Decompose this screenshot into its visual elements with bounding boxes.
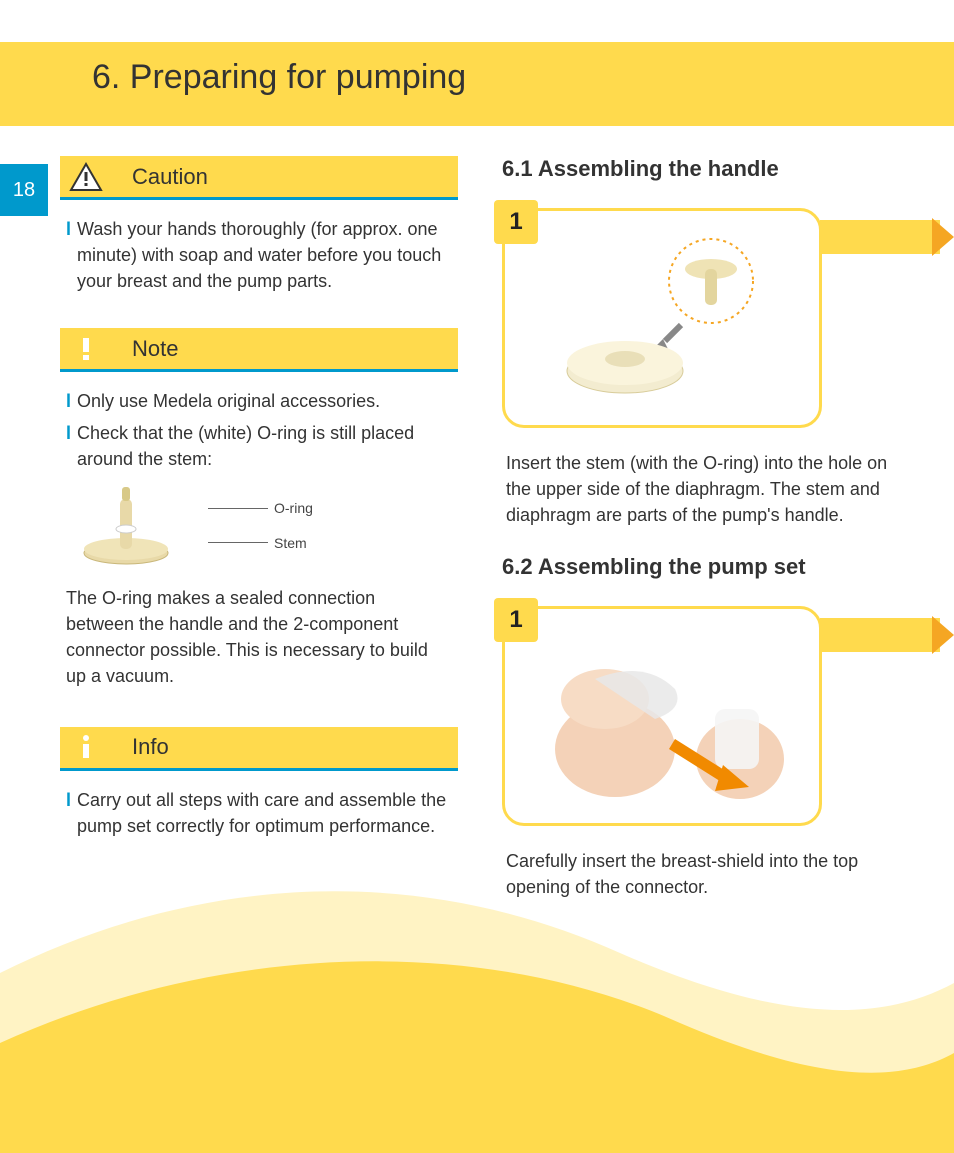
info-title: Info <box>132 734 169 760</box>
step-box-6-2 <box>502 606 822 826</box>
step-number-badge: 1 <box>494 200 538 244</box>
diaphragm-stem-illustration <box>505 211 822 428</box>
note-after-diagram: The O-ring makes a sealed connection bet… <box>66 585 448 689</box>
bullet-icon: l <box>66 388 71 414</box>
note-text-1: Only use Medela original accessories. <box>77 388 380 414</box>
step-number-badge: 1 <box>494 598 538 642</box>
note-header: Note <box>60 328 458 372</box>
left-column: Caution l Wash your hands thoroughly (fo… <box>60 156 458 926</box>
info-text: Carry out all steps with care and assemb… <box>77 787 448 839</box>
step-box-6-1 <box>502 208 822 428</box>
stem-illustration <box>78 481 188 571</box>
info-icon <box>68 729 104 765</box>
bullet-icon: l <box>66 216 71 294</box>
continue-arrow-icon <box>932 616 954 654</box>
caution-text: Wash your hands thoroughly (for approx. … <box>77 216 448 294</box>
heading-6-1: 6.1 Assembling the handle <box>502 156 900 182</box>
note-text-2: Check that the (white) O-ring is still p… <box>77 420 448 472</box>
page-title: 6. Preparing for pumping <box>92 58 466 97</box>
note-title: Note <box>132 336 178 362</box>
page-number-badge: 18 <box>0 164 48 216</box>
caution-body: l Wash your hands thoroughly (for approx… <box>60 212 458 328</box>
info-body: l Carry out all steps with care and asse… <box>60 783 458 873</box>
info-header: Info <box>60 727 458 771</box>
continue-arrow-band <box>820 618 940 652</box>
right-column: 6.1 Assembling the handle 1 Insert <box>502 156 900 926</box>
stem-diagram: O-ring Stem <box>78 481 448 571</box>
warning-icon <box>68 159 104 195</box>
content-columns: Caution l Wash your hands thoroughly (fo… <box>60 156 900 926</box>
continue-arrow-icon <box>932 218 954 256</box>
continue-arrow-band <box>820 220 940 254</box>
label-stem: Stem <box>274 533 307 553</box>
step-figure-6-1: 1 <box>502 208 900 428</box>
bullet-icon: l <box>66 787 71 839</box>
exclamation-icon <box>68 331 104 367</box>
caption-6-1: Insert the stem (with the O-ring) into t… <box>502 446 900 554</box>
caption-6-2: Carefully insert the breast-shield into … <box>502 844 900 926</box>
breastshield-connector-illustration <box>505 609 822 826</box>
caution-title: Caution <box>132 164 208 190</box>
step-figure-6-2: 1 <box>502 606 900 826</box>
label-oring: O-ring <box>274 498 313 518</box>
heading-6-2: 6.2 Assembling the pump set <box>502 554 900 580</box>
note-body: l Only use Medela original accessories. … <box>60 384 458 717</box>
caution-header: Caution <box>60 156 458 200</box>
bullet-icon: l <box>66 420 71 472</box>
